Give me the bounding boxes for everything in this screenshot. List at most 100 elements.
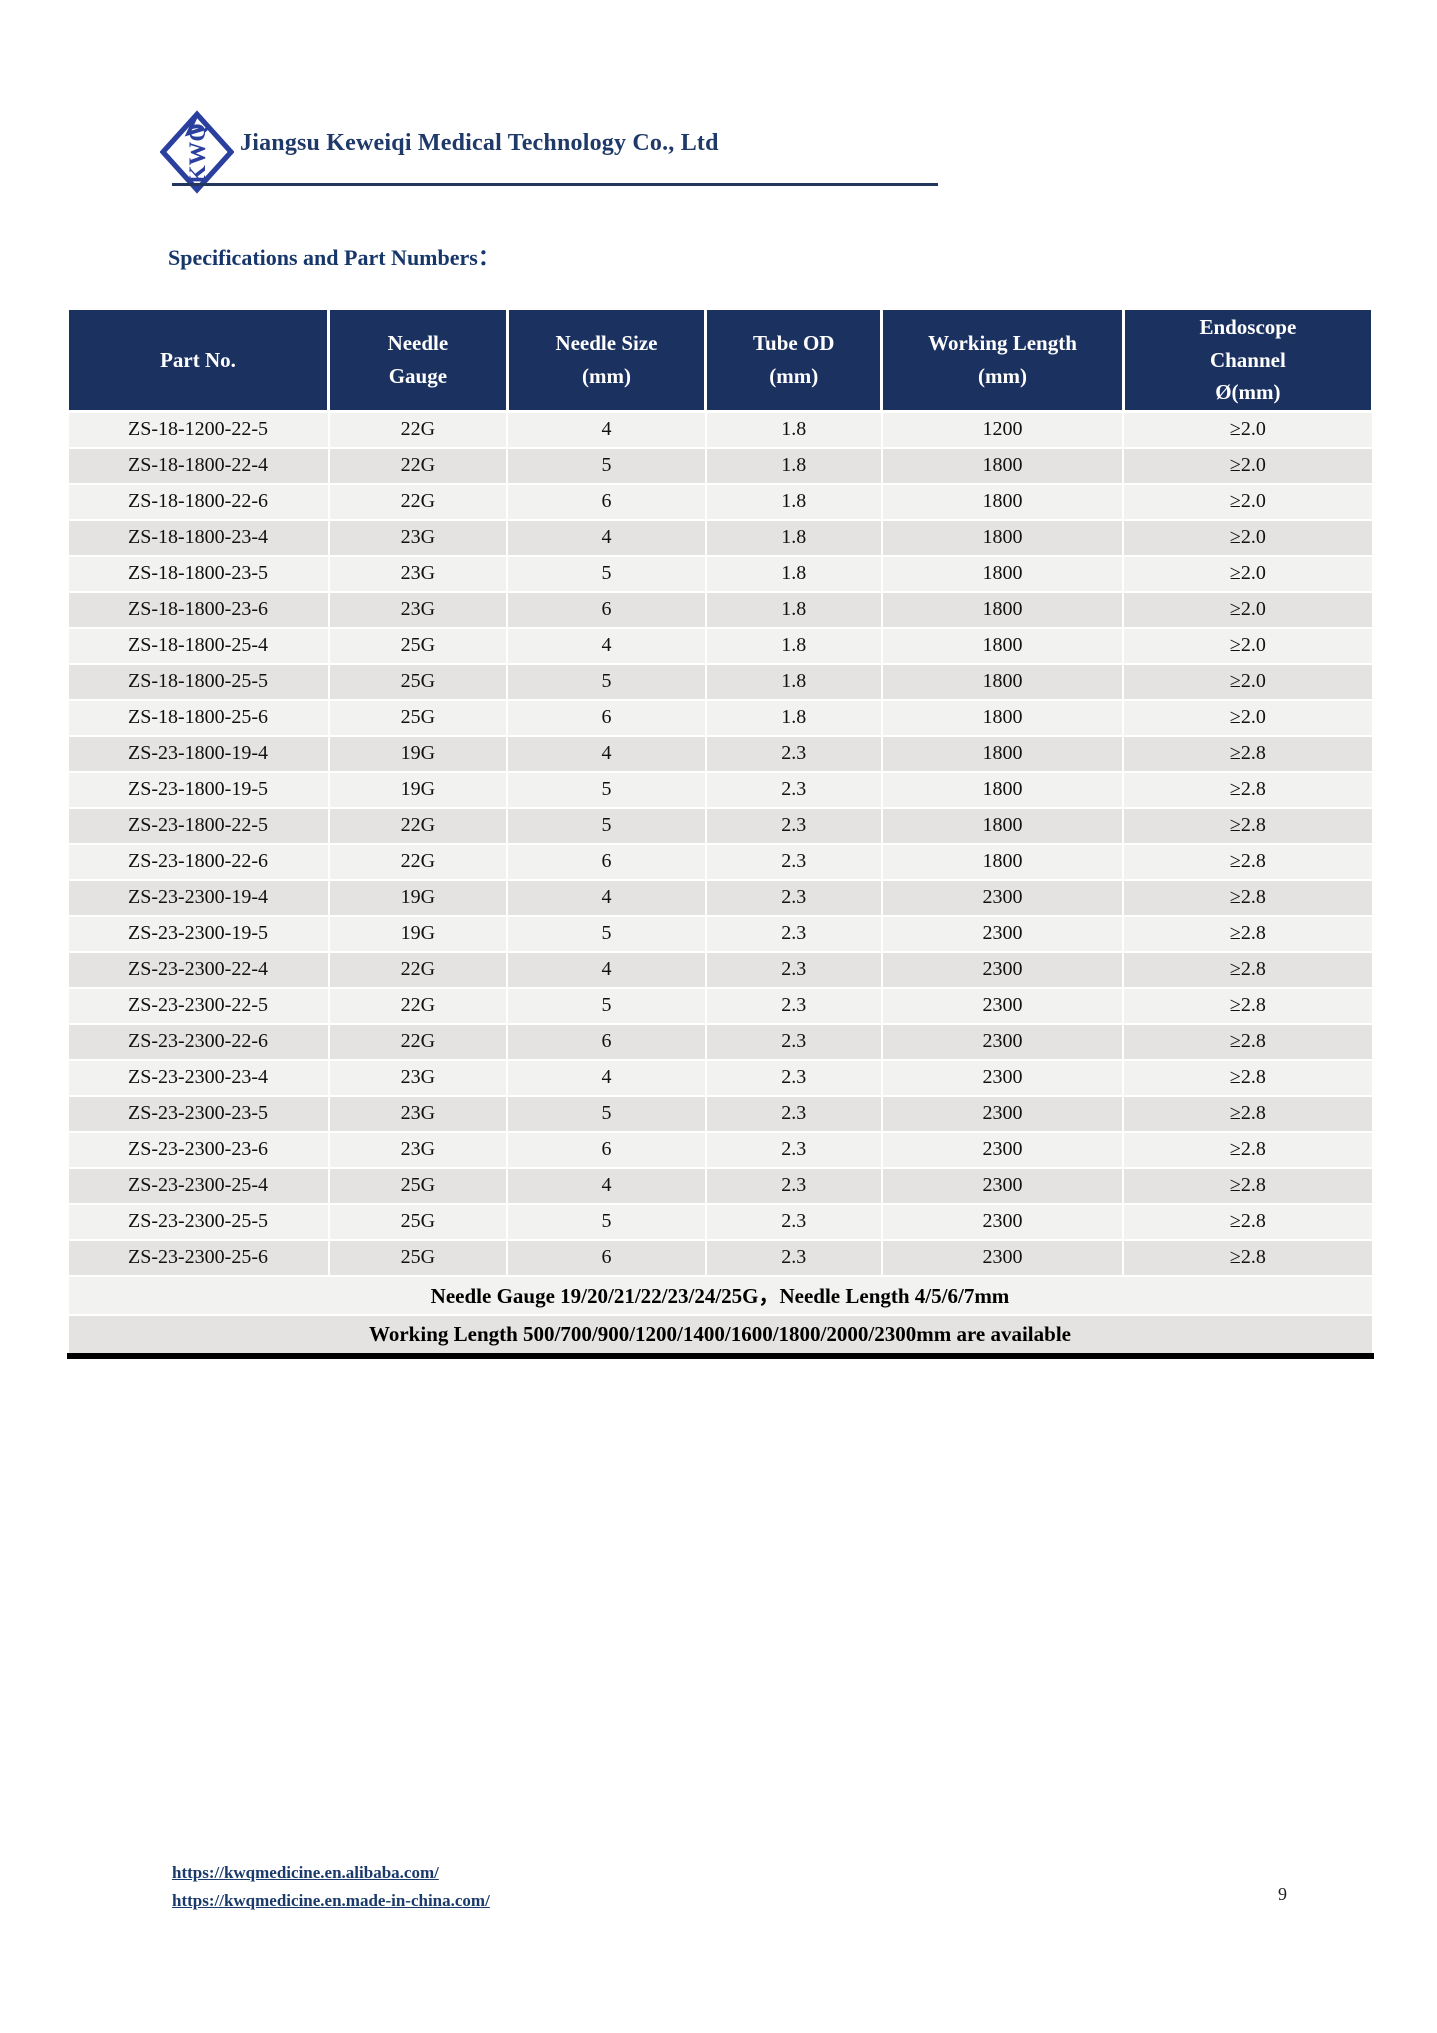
table-row: ZS-23-1800-19-5 19G 5 2.3 1800 ≥2.8 (66, 770, 1374, 809)
section-title: Specifications and Part Numbers： (168, 245, 500, 270)
table-row: ZS-18-1800-25-5 25G 5 1.8 1800 ≥2.0 (66, 662, 1374, 701)
table-note: Needle Gauge 19/20/21/22/23/24/25G，Needl… (66, 1274, 1374, 1316)
cell: 19G (327, 770, 509, 809)
cell: ≥2.0 (1122, 590, 1374, 629)
table-row: ZS-18-1800-25-6 25G 6 1.8 1800 ≥2.0 (66, 698, 1374, 737)
cell: ZS-23-2300-23-6 (66, 1130, 330, 1169)
cell: 1.8 (704, 590, 883, 629)
cell: 25G (327, 698, 509, 737)
cell: ≥2.8 (1122, 1238, 1374, 1277)
cell: 4 (506, 410, 707, 449)
cell: ZS-23-2300-25-6 (66, 1238, 330, 1277)
cell: ZS-18-1800-25-6 (66, 698, 330, 737)
cell: ZS-23-2300-22-6 (66, 1022, 330, 1061)
cell: 1800 (880, 590, 1125, 629)
cell: 2300 (880, 1130, 1125, 1169)
cell: 2300 (880, 1202, 1125, 1241)
table-row: ZS-18-1800-25-4 25G 4 1.8 1800 ≥2.0 (66, 626, 1374, 665)
table-row: ZS-18-1200-22-5 22G 4 1.8 1200 ≥2.0 (66, 410, 1374, 449)
cell: 1800 (880, 554, 1125, 593)
cell: ≥2.8 (1122, 1094, 1374, 1133)
table-row: ZS-18-1800-23-6 23G 6 1.8 1800 ≥2.0 (66, 590, 1374, 629)
cell: ≥2.8 (1122, 806, 1374, 845)
cell: 4 (506, 1166, 707, 1205)
cell: ≥2.0 (1122, 626, 1374, 665)
table-row: ZS-23-2300-22-5 22G 5 2.3 2300 ≥2.8 (66, 986, 1374, 1025)
cell: ZS-18-1800-23-4 (66, 518, 330, 557)
cell: ZS-23-1800-22-5 (66, 806, 330, 845)
table-row: ZS-23-1800-22-5 22G 5 2.3 1800 ≥2.8 (66, 806, 1374, 845)
cell: 2.3 (704, 914, 883, 953)
cell: 1800 (880, 770, 1125, 809)
cell: ≥2.8 (1122, 770, 1374, 809)
cell: 5 (506, 986, 707, 1025)
cell: 2.3 (704, 1202, 883, 1241)
cell: ZS-18-1200-22-5 (66, 410, 330, 449)
column-header: Needle Size (mm) (505, 307, 708, 413)
cell: 23G (327, 554, 509, 593)
cell: 2300 (880, 914, 1125, 953)
cell: 2.3 (704, 806, 883, 845)
cell: 1.8 (704, 482, 883, 521)
table-row: ZS-23-2300-23-6 23G 6 2.3 2300 ≥2.8 (66, 1130, 1374, 1169)
cell: 1800 (880, 698, 1125, 737)
page-number: 9 (1278, 1884, 1287, 1904)
table-row: ZS-18-1800-22-4 22G 5 1.8 1800 ≥2.0 (66, 446, 1374, 485)
cell: 22G (327, 806, 509, 845)
cell: 1.8 (704, 698, 883, 737)
cell: 2.3 (704, 986, 883, 1025)
cell: 22G (327, 950, 509, 989)
table-row: ZS-23-2300-22-4 22G 4 2.3 2300 ≥2.8 (66, 950, 1374, 989)
cell: 4 (506, 1058, 707, 1097)
cell: 2.3 (704, 950, 883, 989)
cell: 4 (506, 878, 707, 917)
spec-table: Part No. Needle Gauge Needle Size (mm) Tube… (66, 307, 1375, 1359)
footer-link[interactable]: https://kwqmedicine.en.alibaba.com/ (172, 1863, 439, 1882)
cell: ≥2.8 (1122, 1166, 1374, 1205)
column-header: Endoscope Channel Ø(mm) (1121, 307, 1375, 413)
cell: 25G (327, 662, 509, 701)
cell: 5 (506, 662, 707, 701)
cell: 6 (506, 482, 707, 521)
cell: ZS-23-1800-22-6 (66, 842, 330, 881)
cell: 6 (506, 590, 707, 629)
cell: 22G (327, 986, 509, 1025)
cell: ZS-18-1800-22-4 (66, 446, 330, 485)
cell: 5 (506, 806, 707, 845)
column-header: Needle Gauge (327, 307, 509, 413)
table-header-row: Part No. Needle Gauge Needle Size (mm) Tube… (66, 307, 1375, 413)
cell: 2300 (880, 1094, 1125, 1133)
column-header: Part No. (66, 307, 330, 413)
cell: 5 (506, 1094, 707, 1133)
cell: 5 (506, 770, 707, 809)
cell: 2300 (880, 1022, 1125, 1061)
table-row: ZS-23-2300-23-5 23G 5 2.3 2300 ≥2.8 (66, 1094, 1374, 1133)
cell: 2.3 (704, 734, 883, 773)
cell: 6 (506, 842, 707, 881)
cell: ≥2.8 (1122, 878, 1374, 917)
company-name: Jiangsu Keweiqi Medical Technology Co., … (240, 130, 719, 156)
table-row: ZS-23-1800-19-4 19G 4 2.3 1800 ≥2.8 (66, 734, 1374, 773)
cell: 23G (327, 1094, 509, 1133)
cell: ZS-23-2300-19-4 (66, 878, 330, 917)
cell: ZS-23-2300-19-5 (66, 914, 330, 953)
cell: 1800 (880, 842, 1125, 881)
cell: 2.3 (704, 842, 883, 881)
cell: ≥2.8 (1122, 950, 1374, 989)
cell: 22G (327, 410, 509, 449)
cell: 1.8 (704, 446, 883, 485)
cell: 6 (506, 1022, 707, 1061)
cell: 1800 (880, 806, 1125, 845)
cell: 1800 (880, 482, 1125, 521)
footer-link[interactable]: https://kwqmedicine.en.made-in-china.com… (172, 1891, 490, 1911)
table-note: Working Length 500/700/900/1200/1400/160… (66, 1313, 1374, 1357)
column-header: Tube OD (mm) (704, 307, 884, 413)
cell: 1200 (880, 410, 1125, 449)
table-row: ZS-23-2300-23-4 23G 4 2.3 2300 ≥2.8 (66, 1058, 1374, 1097)
cell: 22G (327, 446, 509, 485)
cell: 25G (327, 626, 509, 665)
cell: ≥2.8 (1122, 1130, 1374, 1169)
cell: 23G (327, 518, 509, 557)
cell: ≥2.8 (1122, 1022, 1374, 1061)
cell: ≥2.8 (1122, 734, 1374, 773)
